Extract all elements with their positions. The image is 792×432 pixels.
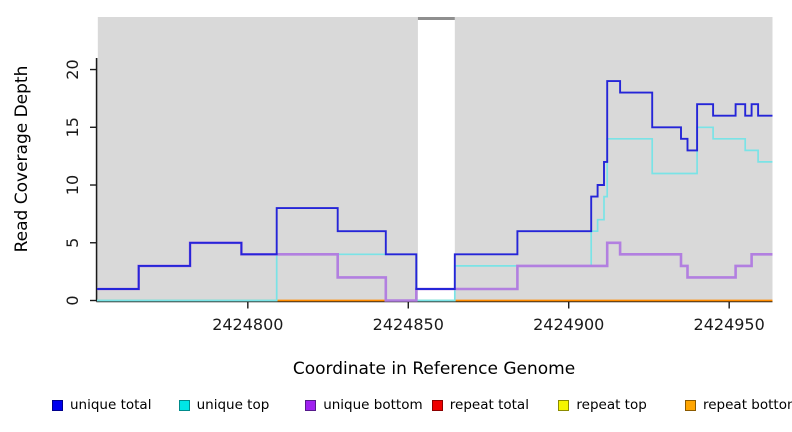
- x-tick-label: 2424800: [212, 315, 283, 334]
- legend-swatch-unique-top: [178, 399, 190, 411]
- legend-item-unique-bottom: unique bottom: [305, 397, 423, 413]
- y-tick-label: 10: [63, 175, 82, 195]
- no-coverage-gap-band: [417, 17, 455, 302]
- x-tick-label: 2424850: [373, 315, 444, 334]
- legend-swatch-repeat-bottom: [685, 399, 696, 411]
- legend-item-repeat-top: repeat top: [558, 397, 647, 413]
- legend-item-repeat-total: repeat total: [431, 397, 529, 413]
- legend-label: unique bottom: [323, 397, 423, 413]
- legend-label: repeat bottom: [703, 397, 792, 413]
- y-tick-label: 20: [63, 59, 82, 79]
- y-tick-label: 5: [63, 238, 82, 248]
- legend-swatch-repeat-top: [558, 399, 570, 411]
- y-axis-title: Read Coverage Depth: [12, 66, 32, 253]
- legend-swatch-repeat-total: [431, 399, 443, 411]
- coverage-chart: 2424800 2424850 2424900 2424950 0 5 10 15 20 Coo…: [12, 17, 773, 379]
- legend-label: unique total: [70, 397, 152, 413]
- y-tick-label: 0: [63, 295, 82, 305]
- legend: unique total unique top unique bottom repea…: [0, 397, 792, 421]
- legend-item-repeat-bottom: repeat bottom: [685, 397, 792, 413]
- legend-item-unique-total: unique total: [52, 397, 151, 413]
- legend-label: repeat top: [576, 397, 647, 413]
- legend-label: repeat total: [449, 397, 529, 413]
- gap-top-cap: [417, 17, 455, 20]
- legend-swatch-unique-total: [52, 399, 63, 411]
- y-tick-label: 15: [63, 117, 82, 137]
- legend-label: unique top: [196, 397, 270, 413]
- x-tick-label: 2424950: [694, 315, 765, 334]
- plot-layer: 2424800 2424850 2424900 2424950 0 5 10 15 20: [63, 17, 773, 334]
- legend-swatch-unique-bottom: [305, 399, 317, 411]
- series-unique-total: [97, 80, 773, 290]
- series-unique-top: [97, 126, 773, 302]
- x-tick-label: 2424900: [533, 315, 604, 334]
- legend-item-unique-top: unique top: [178, 397, 270, 413]
- x-axis-title: Coordinate in Reference Genome: [293, 359, 575, 379]
